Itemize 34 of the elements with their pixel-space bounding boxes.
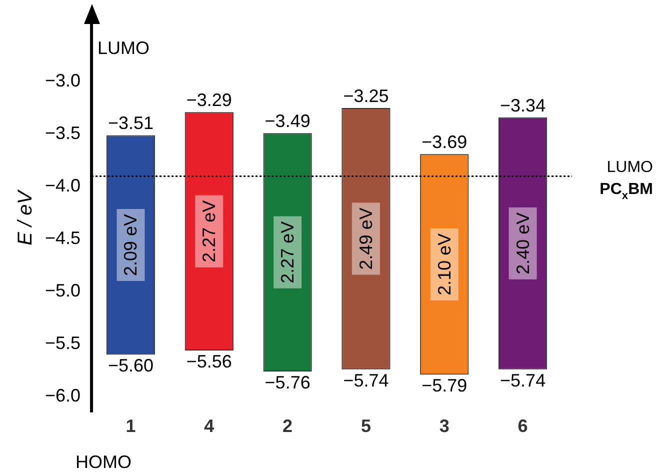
x-tick-label: 5 — [360, 416, 371, 436]
x-tick-label: 4 — [204, 416, 214, 436]
y-tick-label: −5.0 — [44, 280, 81, 301]
data-label: 2.27 eV — [199, 200, 220, 262]
x-tick-label: 6 — [518, 416, 528, 436]
data-label: 2.49 eV — [356, 208, 376, 270]
y-tick-label: −6.0 — [44, 386, 81, 406]
annotation: −5.60 — [108, 356, 154, 376]
y-axis-title: E / eV — [14, 189, 37, 246]
text: HOMO — [76, 452, 132, 472]
annotation: −5.76 — [264, 372, 310, 392]
annotation: −3.25 — [343, 86, 389, 106]
x-tick-label: 3 — [439, 416, 450, 436]
y-tick-label: −4.0 — [44, 176, 81, 196]
annotation: −3.49 — [264, 111, 310, 132]
annotation: −5.56 — [186, 351, 232, 372]
data-label: 2.09 eV — [120, 214, 141, 276]
x-tick-label: 2 — [282, 416, 293, 436]
data-label: 2.10 eV — [434, 233, 454, 296]
annotation: −3.29 — [186, 90, 232, 110]
y-tick-label: −3.0 — [44, 70, 81, 91]
y-tick-label: −5.5 — [44, 333, 81, 354]
annotation: −3.34 — [500, 95, 546, 116]
data-label: 2.40 eV — [512, 212, 533, 274]
annotation: −5.74 — [500, 370, 546, 390]
annotation: −5.79 — [422, 376, 468, 396]
x-tick-label: 1 — [126, 416, 136, 436]
annotation: −3.51 — [108, 113, 154, 134]
annotation: −3.69 — [422, 132, 468, 152]
data-label: 2.27 eV — [278, 221, 298, 284]
annotation: −5.74 — [343, 370, 389, 390]
y-tick-label: −3.5 — [44, 123, 81, 144]
annotation: LUMO — [98, 38, 150, 58]
y-tick-label: −4.5 — [44, 228, 81, 248]
